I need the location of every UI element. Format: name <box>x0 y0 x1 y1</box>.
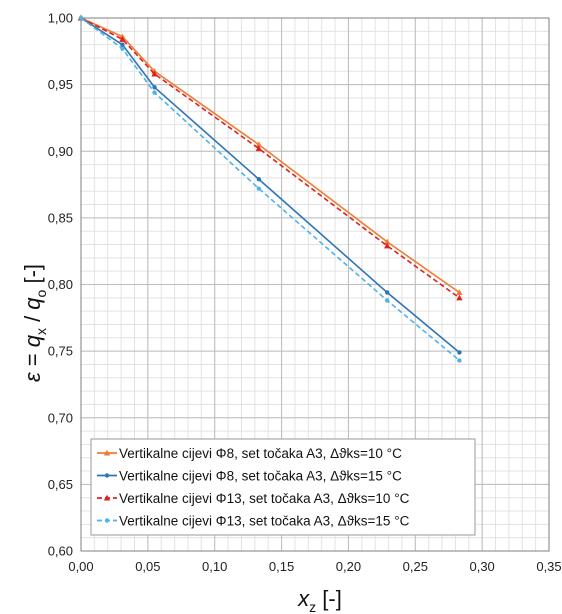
y-tick-label: 0,75 <box>48 344 73 359</box>
series-4-point <box>78 15 84 21</box>
y-tick-label: 0,65 <box>48 477 73 492</box>
legend: Vertikalne cijevi Φ8, set točaka A3, Δϑk… <box>90 438 476 536</box>
legend-item-2: Vertikalne cijevi Φ8, set točaka A3, Δϑk… <box>97 468 402 483</box>
y-tick-label: 1,00 <box>48 11 73 26</box>
series-4-point <box>457 358 462 363</box>
legend-marker <box>104 473 110 478</box>
x-tick-label: 0,10 <box>202 559 227 574</box>
x-tick-label: 0,25 <box>403 559 428 574</box>
series-3-point <box>384 242 391 249</box>
series-4-line <box>80 17 460 362</box>
series-2-line <box>80 17 460 354</box>
legend-label: Vertikalne cijevi Φ13, set točaka A3, Δϑ… <box>119 513 410 528</box>
legend-item-4: Vertikalne cijevi Φ13, set točaka A3, Δϑ… <box>97 513 410 528</box>
legend-item-1: Vertikalne cijevi Φ8, set točaka A3, Δϑk… <box>97 446 402 461</box>
series-2-point <box>457 350 462 355</box>
series-4-point <box>385 298 390 303</box>
x-tick-label: 0,35 <box>536 559 561 574</box>
x-tick-label: 0,20 <box>336 559 361 574</box>
y-tick-label: 0,85 <box>48 210 73 225</box>
x-tick-label: 0,05 <box>135 559 160 574</box>
legend-label: Vertikalne cijevi Φ8, set točaka A3, Δϑk… <box>119 446 402 461</box>
series-1-line <box>80 17 460 294</box>
series-1-point <box>255 141 263 148</box>
series-3-point <box>151 70 158 77</box>
y-axis-ticks: 0,60 0,65 0,70 0,75 0,80 0,85 0,90 0,95 1,00 <box>48 11 73 559</box>
series-2-point <box>120 42 125 47</box>
series-4-point <box>256 186 262 191</box>
y-tick-label: 0,95 <box>48 77 73 92</box>
series-2-point <box>152 85 157 90</box>
series-1-point <box>456 289 463 296</box>
x-tick-label: 0,00 <box>68 559 93 574</box>
legend-marker <box>103 449 111 456</box>
series-2-point <box>385 290 390 295</box>
legend-item-3: Vertikalne cijevi Φ13, set točaka A3, Δϑ… <box>97 491 410 506</box>
series-3-point <box>119 36 126 42</box>
series-2-point <box>256 177 262 182</box>
series-2 <box>78 15 462 355</box>
x-tick-label: 0,30 <box>469 559 494 574</box>
x-axis-ticks: 0,00 0,05 0,10 0,15 0,20 0,25 0,30 0,35 <box>68 559 561 574</box>
y-axis-title: ε = qx / qo [-] <box>20 264 49 382</box>
series-4 <box>78 15 462 363</box>
legend-label: Vertikalne cijevi Φ13, set točaka A3, Δϑ… <box>119 491 410 506</box>
legend-box <box>90 438 476 536</box>
x-tick-label: 0,15 <box>269 559 294 574</box>
x-axis-title: xz [-] <box>297 586 342 614</box>
y-tick-label: 0,80 <box>48 277 73 292</box>
series-4-point <box>152 90 157 95</box>
legend-marker <box>104 518 110 523</box>
y-tick-label: 0,60 <box>48 544 73 559</box>
series-1-point <box>384 238 391 245</box>
legend-marker <box>103 494 111 501</box>
series-3-point <box>456 294 463 301</box>
series-layer <box>77 14 463 363</box>
series-4-point <box>120 46 125 51</box>
y-tick-label: 0,70 <box>48 410 73 425</box>
legend-label: Vertikalne cijevi Φ8, set točaka A3, Δϑk… <box>119 468 402 483</box>
series-3-point <box>255 145 263 152</box>
y-tick-label: 0,90 <box>48 144 73 159</box>
plot-area-frame <box>80 17 550 552</box>
